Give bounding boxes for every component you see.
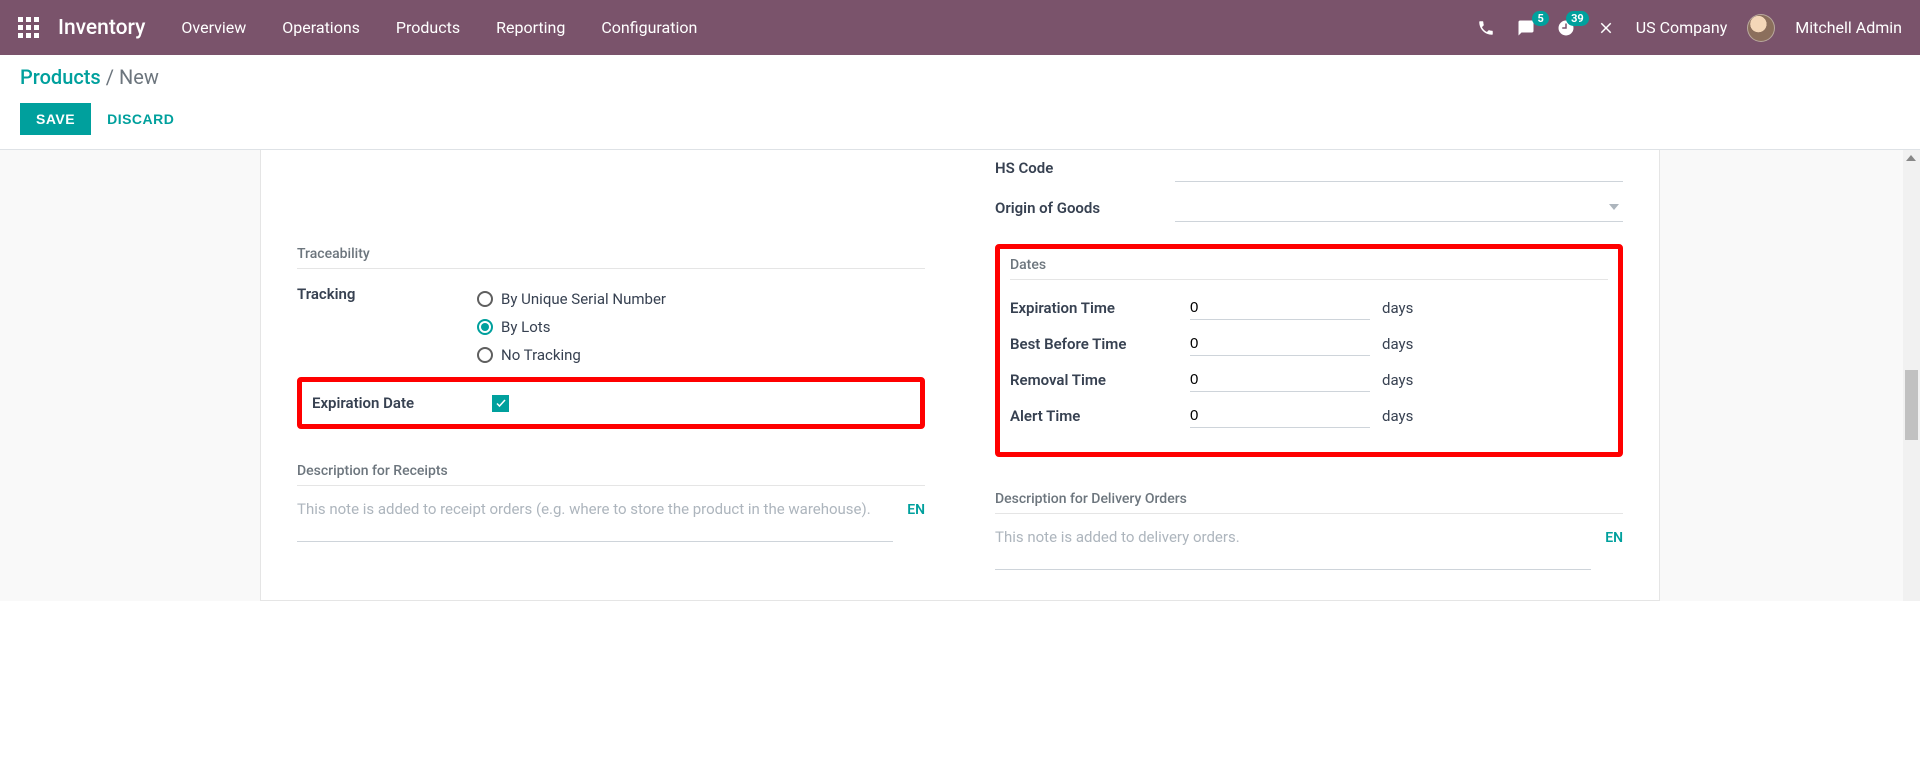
- phone-icon[interactable]: [1476, 18, 1496, 38]
- label-tracking: Tracking: [297, 285, 477, 303]
- discard-button[interactable]: DISCARD: [107, 111, 174, 127]
- textarea-delivery-description[interactable]: [995, 524, 1591, 570]
- nav-link-reporting[interactable]: Reporting: [496, 18, 565, 37]
- apps-grid-icon[interactable]: [18, 17, 40, 39]
- unit-best-before-time: days: [1382, 335, 1413, 353]
- content-area: Traceability Tracking By Unique Serial N…: [0, 150, 1920, 601]
- nav-right: 5 39 US Company Mitchell Admin: [1476, 14, 1902, 42]
- radio-label-serial: By Unique Serial Number: [501, 290, 666, 308]
- right-column: HS Code Origin of Goods Dates Expiration…: [995, 150, 1623, 570]
- save-button[interactable]: SAVE: [20, 103, 91, 135]
- input-alert-time[interactable]: [1190, 404, 1370, 428]
- section-title-desc-receipts: Description for Receipts: [297, 463, 925, 486]
- messaging-badge: 5: [1532, 11, 1548, 26]
- nav-link-products[interactable]: Products: [396, 18, 460, 37]
- highlight-dates-section: Dates Expiration Time days Best Before T…: [995, 244, 1623, 457]
- company-switcher[interactable]: US Company: [1636, 18, 1728, 37]
- nav-links: Overview Operations Products Reporting C…: [181, 18, 697, 37]
- left-column: Traceability Tracking By Unique Serial N…: [297, 150, 925, 570]
- lang-badge-delivery[interactable]: EN: [1605, 530, 1623, 546]
- label-removal-time: Removal Time: [1010, 371, 1190, 389]
- nav-link-configuration[interactable]: Configuration: [601, 18, 697, 37]
- radio-label-none: No Tracking: [501, 346, 581, 364]
- vertical-scrollbar[interactable]: [1903, 150, 1920, 601]
- label-origin-goods: Origin of Goods: [995, 199, 1175, 217]
- input-origin-goods[interactable]: [1175, 194, 1623, 222]
- label-hs-code: HS Code: [995, 159, 1175, 177]
- action-buttons: SAVE DISCARD: [20, 103, 1900, 135]
- breadcrumb-separator: /: [106, 65, 114, 89]
- top-navbar: Inventory Overview Operations Products R…: [0, 0, 1920, 55]
- form-sheet: Traceability Tracking By Unique Serial N…: [260, 150, 1660, 601]
- lang-badge-receipts[interactable]: EN: [907, 502, 925, 518]
- section-title-traceability: Traceability: [297, 246, 925, 269]
- unit-removal-time: days: [1382, 371, 1413, 389]
- input-hs-code[interactable]: [1175, 154, 1623, 182]
- user-avatar[interactable]: [1747, 14, 1775, 42]
- radio-tracking-serial[interactable]: By Unique Serial Number: [477, 285, 666, 313]
- label-expiration-time: Expiration Time: [1010, 299, 1190, 317]
- section-title-dates: Dates: [1010, 257, 1608, 280]
- radio-label-lots: By Lots: [501, 318, 550, 336]
- breadcrumb: Products / New: [20, 65, 1900, 89]
- checkbox-expiration-date[interactable]: [492, 395, 509, 412]
- activity-badge: 39: [1566, 11, 1589, 26]
- user-menu[interactable]: Mitchell Admin: [1795, 18, 1902, 37]
- app-brand[interactable]: Inventory: [58, 16, 145, 40]
- radio-tracking-none[interactable]: No Tracking: [477, 341, 581, 369]
- unit-alert-time: days: [1382, 407, 1413, 425]
- nav-link-operations[interactable]: Operations: [282, 18, 360, 37]
- input-best-before-time[interactable]: [1190, 332, 1370, 356]
- input-removal-time[interactable]: [1190, 368, 1370, 392]
- scroll-up-icon: [1906, 155, 1916, 161]
- chevron-down-icon: [1609, 204, 1619, 210]
- unit-expiration-time: days: [1382, 299, 1413, 317]
- section-title-desc-delivery: Description for Delivery Orders: [995, 491, 1623, 514]
- label-best-before-time: Best Before Time: [1010, 335, 1190, 353]
- label-alert-time: Alert Time: [1010, 407, 1190, 425]
- breadcrumb-current: New: [119, 65, 159, 89]
- breadcrumb-root[interactable]: Products: [20, 65, 101, 89]
- nav-link-overview[interactable]: Overview: [181, 18, 246, 37]
- messaging-icon[interactable]: 5: [1516, 18, 1536, 38]
- textarea-receipts-description[interactable]: [297, 496, 893, 542]
- control-panel: Products / New SAVE DISCARD: [0, 55, 1920, 150]
- activity-icon[interactable]: 39: [1556, 18, 1576, 38]
- label-expiration-date: Expiration Date: [312, 394, 492, 412]
- input-expiration-time[interactable]: [1190, 296, 1370, 320]
- radio-tracking-lots[interactable]: By Lots: [477, 313, 550, 341]
- highlight-expiration-date: Expiration Date: [297, 377, 925, 429]
- scroll-thumb[interactable]: [1905, 370, 1918, 440]
- close-icon[interactable]: [1596, 18, 1616, 38]
